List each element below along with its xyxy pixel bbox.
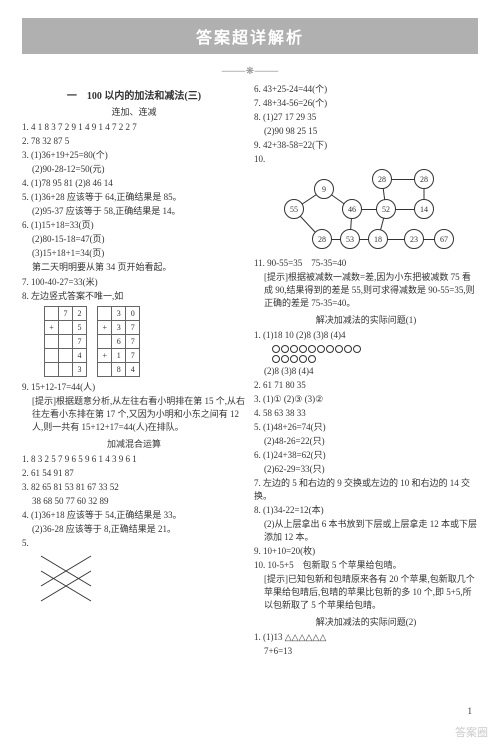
hint-text: [提示]已知包新和包晴原来各有 20 个苹果,包新取几个苹果给包晴后,包晴的苹果… [254,573,478,612]
answer-line: 3. (1)① (2)③ (3)② [254,393,478,406]
calc-table-1: 72 +5 7 4 3 [44,306,87,377]
answer-line: 6. (1)24+38=62(只) [254,449,478,462]
circle-icon [326,345,334,353]
answer-line: (2)95-37 应该等于 58,正确结果是 14。 [22,205,246,218]
answer-line: 10. 10-5+5 包新取 5 个苹果给包晴。 [254,559,478,572]
ornament-divider: ⸻❋⸻ [22,62,478,77]
answer-line: 4. (1)36+18 应该等于 54,正确结果是 33。 [22,509,246,522]
diagram-node: 23 [404,229,424,249]
sub-heading: 连加、连减 [22,105,246,118]
left-column: 一 100 以内的加法和减法(三) 连加、连减 1. 4 1 8 3 7 2 9… [22,83,246,659]
answer-line: 7. 48+34-56=26(个) [254,97,478,110]
answer-line: 7. 左边的 5 和右边的 9 交换或左边的 10 和右边的 14 交换。 [254,477,478,503]
answer-line: 8. (1)34-22=12(本) [254,504,478,517]
circle-icon [272,345,280,353]
answer-line: (3)15+18+1=34(页) [22,247,246,260]
answer-line: (2)从上层拿出 6 本书放到下层或上层拿走 12 本或下层添加 12 本。 [254,518,478,544]
diagram-node: 28 [312,229,332,249]
page-number: 1 [468,706,473,716]
circle-row-2 [272,355,478,363]
sub-heading: 解决加减法的实际问题(2) [254,615,478,628]
circle-icon [272,355,280,363]
circle-icon [335,345,343,353]
answer-line: (2)90 98 25 15 [254,125,478,138]
answer-line: (2)80-15-18=47(页) [22,233,246,246]
answer-line: 2. 61 71 80 35 [254,379,478,392]
circle-icon [308,345,316,353]
answer-line: 10. [254,153,478,166]
diagram-node: 18 [368,229,388,249]
circle-icon [317,345,325,353]
answer-line: (2)90-28-12=50(元) [22,163,246,176]
diagram-node: 53 [340,229,360,249]
answer-line: 3. (1)36+19+25=80(个) [22,149,246,162]
answer-line: (2)48-26=22(只) [254,435,478,448]
matching-diagram [36,551,96,606]
circle-icon [308,355,316,363]
answer-line: 4. 58 63 38 33 [254,407,478,420]
answer-line: (2)36-28 应该等于 8,正确结果是 21。 [22,523,246,536]
hint-text: [提示]根据题意分析,从左往右看小明排在第 15 个,从右往左看小东排在第 17… [22,395,246,434]
triangle-row: △△△△△△ [285,632,327,642]
answer-line: 2. 78 32 87 5 [22,135,246,148]
circle-icon [299,355,307,363]
answer-line: 5. (1)36+28 应该等于 64,正确结果是 85。 [22,191,246,204]
section-heading: 一 100 以内的加法和减法(三) [22,87,246,102]
answer-line: 6. (1)15+18=33(页) [22,219,246,232]
circle-icon [353,345,361,353]
page-root: 答案超详解析 ⸻❋⸻ 一 100 以内的加法和减法(三) 连加、连减 1. 4 … [0,0,500,746]
answer-line: (2)62-29=33(只) [254,463,478,476]
sub-heading: 加减混合运算 [22,437,246,450]
diagram-node: 28 [414,169,434,189]
answer-line: 第二天明明要从第 34 页开始看起。 [22,261,246,274]
answer-line: 1. 4 1 8 3 7 2 9 1 4 9 1 4 7 2 2 7 [22,121,246,134]
answer-line: 5. (1)48+26=74(只) [254,421,478,434]
answer-line: 8. (1)27 17 29 35 [254,111,478,124]
two-columns: 一 100 以内的加法和减法(三) 连加、连减 1. 4 1 8 3 7 2 9… [22,83,478,659]
circle-icon [281,355,289,363]
circle-icon [299,345,307,353]
answer-text: 1. (1)13 [254,632,283,642]
answer-line: 11. 90-55=35 75-35=40 [254,257,478,270]
watermark: 答案圈 [455,724,488,740]
answer-line: 5. [22,537,246,550]
answer-line: 7+6=13 [254,645,478,658]
answer-line: 2. 61 54 91 87 [22,467,246,480]
circle-icon [281,345,289,353]
node-diagram: 55946285228142853182367 [284,169,464,254]
calc-table-2: 30 +37 67 +17 84 [97,306,140,377]
circle-icon [344,345,352,353]
answer-line: 8. 左边竖式答案不唯一,如 [22,290,246,303]
sub-heading: 解决加减法的实际问题(1) [254,313,478,326]
diagram-node: 52 [376,199,396,219]
diagram-node: 28 [372,169,392,189]
answer-line: 3. 82 65 81 53 81 67 33 52 [22,481,246,494]
answer-line: 7. 100-40-27=33(米) [22,276,246,289]
diagram-node: 9 [314,179,334,199]
answer-line: (2)8 (3)8 (4)4 [254,365,478,378]
answer-line: 1. 8 3 2 5 7 9 6 5 9 6 1 4 3 9 6 1 [22,453,246,466]
right-column: 6. 43+25-24=44(个) 7. 48+34-56=26(个) 8. (… [254,83,478,659]
answer-line: 6. 43+25-24=44(个) [254,83,478,96]
diagram-node: 67 [434,229,454,249]
diagram-node: 46 [342,199,362,219]
circle-icon [290,345,298,353]
answer-line: 1. (1)18 10 (2)8 (3)8 (4)4 [254,329,478,342]
answer-line: 9. 10+10=20(枚) [254,545,478,558]
answer-line: 38 68 50 77 60 32 89 [22,495,246,508]
diagram-node: 14 [414,199,434,219]
answer-line: 9. 15+12-17=44(人) [22,381,246,394]
answer-line: 9. 42+38-58=22(下) [254,139,478,152]
answer-line: 1. (1)13 △△△△△△ [254,631,478,644]
circle-row-1 [272,345,478,353]
circle-icon [290,355,298,363]
answer-line: 4. (1)78 95 81 (2)8 46 14 [22,177,246,190]
vertical-calc-container: 72 +5 7 4 3 30 +37 67 +17 84 [22,304,246,381]
title-banner: 答案超详解析 [22,18,478,54]
hint-text: [提示]根据被减数一减数=差,因为小东把被减数 75 看成 90,结果得到的差是… [254,271,478,310]
